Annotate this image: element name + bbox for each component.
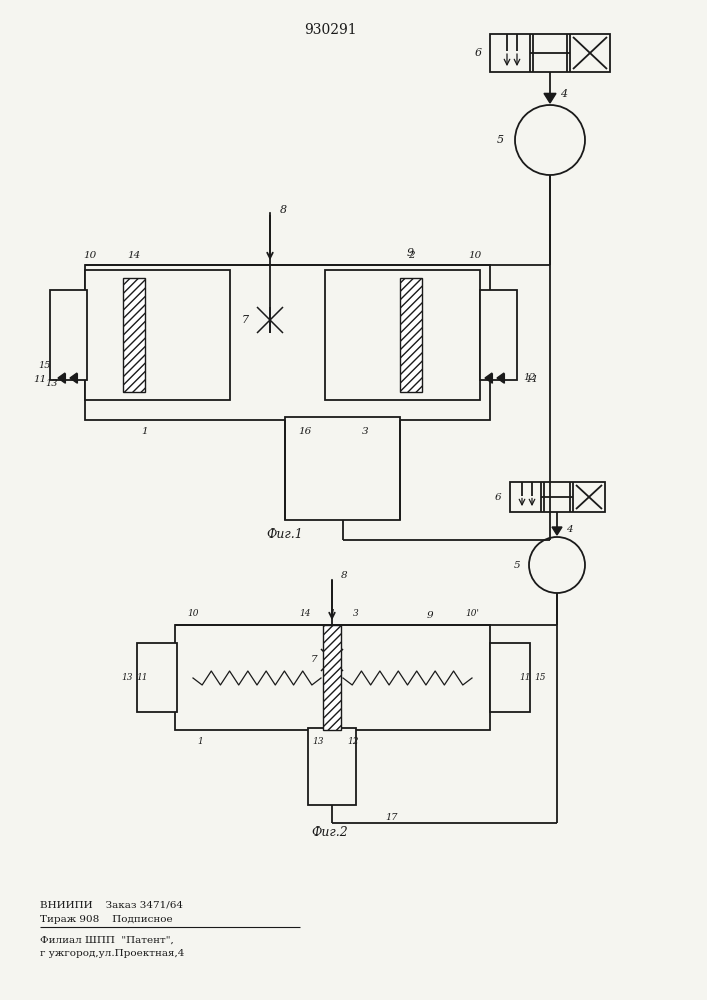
Text: Филиал ШПП  "Патент",: Филиал ШПП "Патент",	[40, 936, 174, 944]
Polygon shape	[58, 373, 65, 383]
Bar	[85, 270, 230, 400]
Text: 8: 8	[279, 205, 286, 215]
Text: 9: 9	[427, 610, 433, 619]
Text: 2: 2	[408, 251, 414, 260]
Text: 8: 8	[341, 570, 347, 580]
Bar	[175, 625, 490, 730]
Text: 4: 4	[561, 89, 568, 99]
Text: 11: 11	[136, 673, 148, 682]
Bar	[325, 270, 480, 400]
Polygon shape	[497, 373, 504, 383]
Text: 3: 3	[353, 608, 359, 617]
Text: 5: 5	[496, 135, 503, 145]
Text: 7: 7	[241, 315, 249, 325]
Text: 4: 4	[566, 526, 572, 534]
Bar	[308, 728, 356, 805]
Text: 11: 11	[519, 673, 531, 682]
Text: 11: 11	[525, 375, 539, 384]
Text: 10: 10	[187, 608, 199, 617]
Bar	[285, 417, 400, 520]
Text: 11: 11	[33, 375, 47, 384]
Text: 6: 6	[474, 48, 481, 58]
Text: 13: 13	[121, 673, 133, 682]
Bar	[490, 34, 610, 72]
Text: 14: 14	[299, 608, 311, 617]
Text: 1: 1	[197, 738, 203, 746]
Text: 15: 15	[534, 673, 546, 682]
Text: Тираж 908    Подписное: Тираж 908 Подписное	[40, 914, 173, 924]
Bar	[50, 290, 87, 380]
Polygon shape	[552, 527, 562, 535]
Text: ВНИИПИ    Заказ 3471/64: ВНИИПИ Заказ 3471/64	[40, 900, 183, 910]
Bar	[137, 643, 177, 712]
Text: 3: 3	[362, 428, 368, 436]
Bar	[510, 482, 605, 512]
Text: 12: 12	[524, 373, 536, 382]
Bar	[400, 278, 422, 392]
Text: 930291: 930291	[304, 23, 356, 37]
Text: 13: 13	[312, 738, 324, 746]
Text: 16: 16	[298, 428, 312, 436]
Bar	[123, 278, 145, 392]
Text: 10: 10	[83, 251, 97, 260]
Text: 1: 1	[141, 428, 148, 436]
Text: Фиг.2: Фиг.2	[312, 826, 349, 840]
Text: 6: 6	[495, 492, 501, 502]
Text: 5: 5	[514, 560, 520, 570]
Bar	[490, 643, 530, 712]
Text: 7: 7	[310, 656, 317, 664]
Text: 14: 14	[127, 251, 141, 260]
Text: 15: 15	[39, 361, 51, 370]
Text: 10': 10'	[465, 608, 479, 617]
Text: 10: 10	[468, 251, 481, 260]
Text: 9: 9	[407, 248, 414, 258]
Text: Фиг.1: Фиг.1	[267, 528, 303, 542]
Polygon shape	[485, 373, 492, 383]
Text: 12: 12	[347, 738, 358, 746]
Polygon shape	[544, 93, 556, 103]
Bar	[85, 265, 490, 420]
Text: г ужгород,ул.Проектная,4: г ужгород,ул.Проектная,4	[40, 950, 185, 958]
Bar	[323, 625, 341, 730]
Text: 17: 17	[386, 812, 398, 822]
Text: 1: 1	[329, 608, 335, 617]
Bar	[480, 290, 517, 380]
Polygon shape	[70, 373, 77, 383]
Text: 13: 13	[46, 378, 58, 387]
